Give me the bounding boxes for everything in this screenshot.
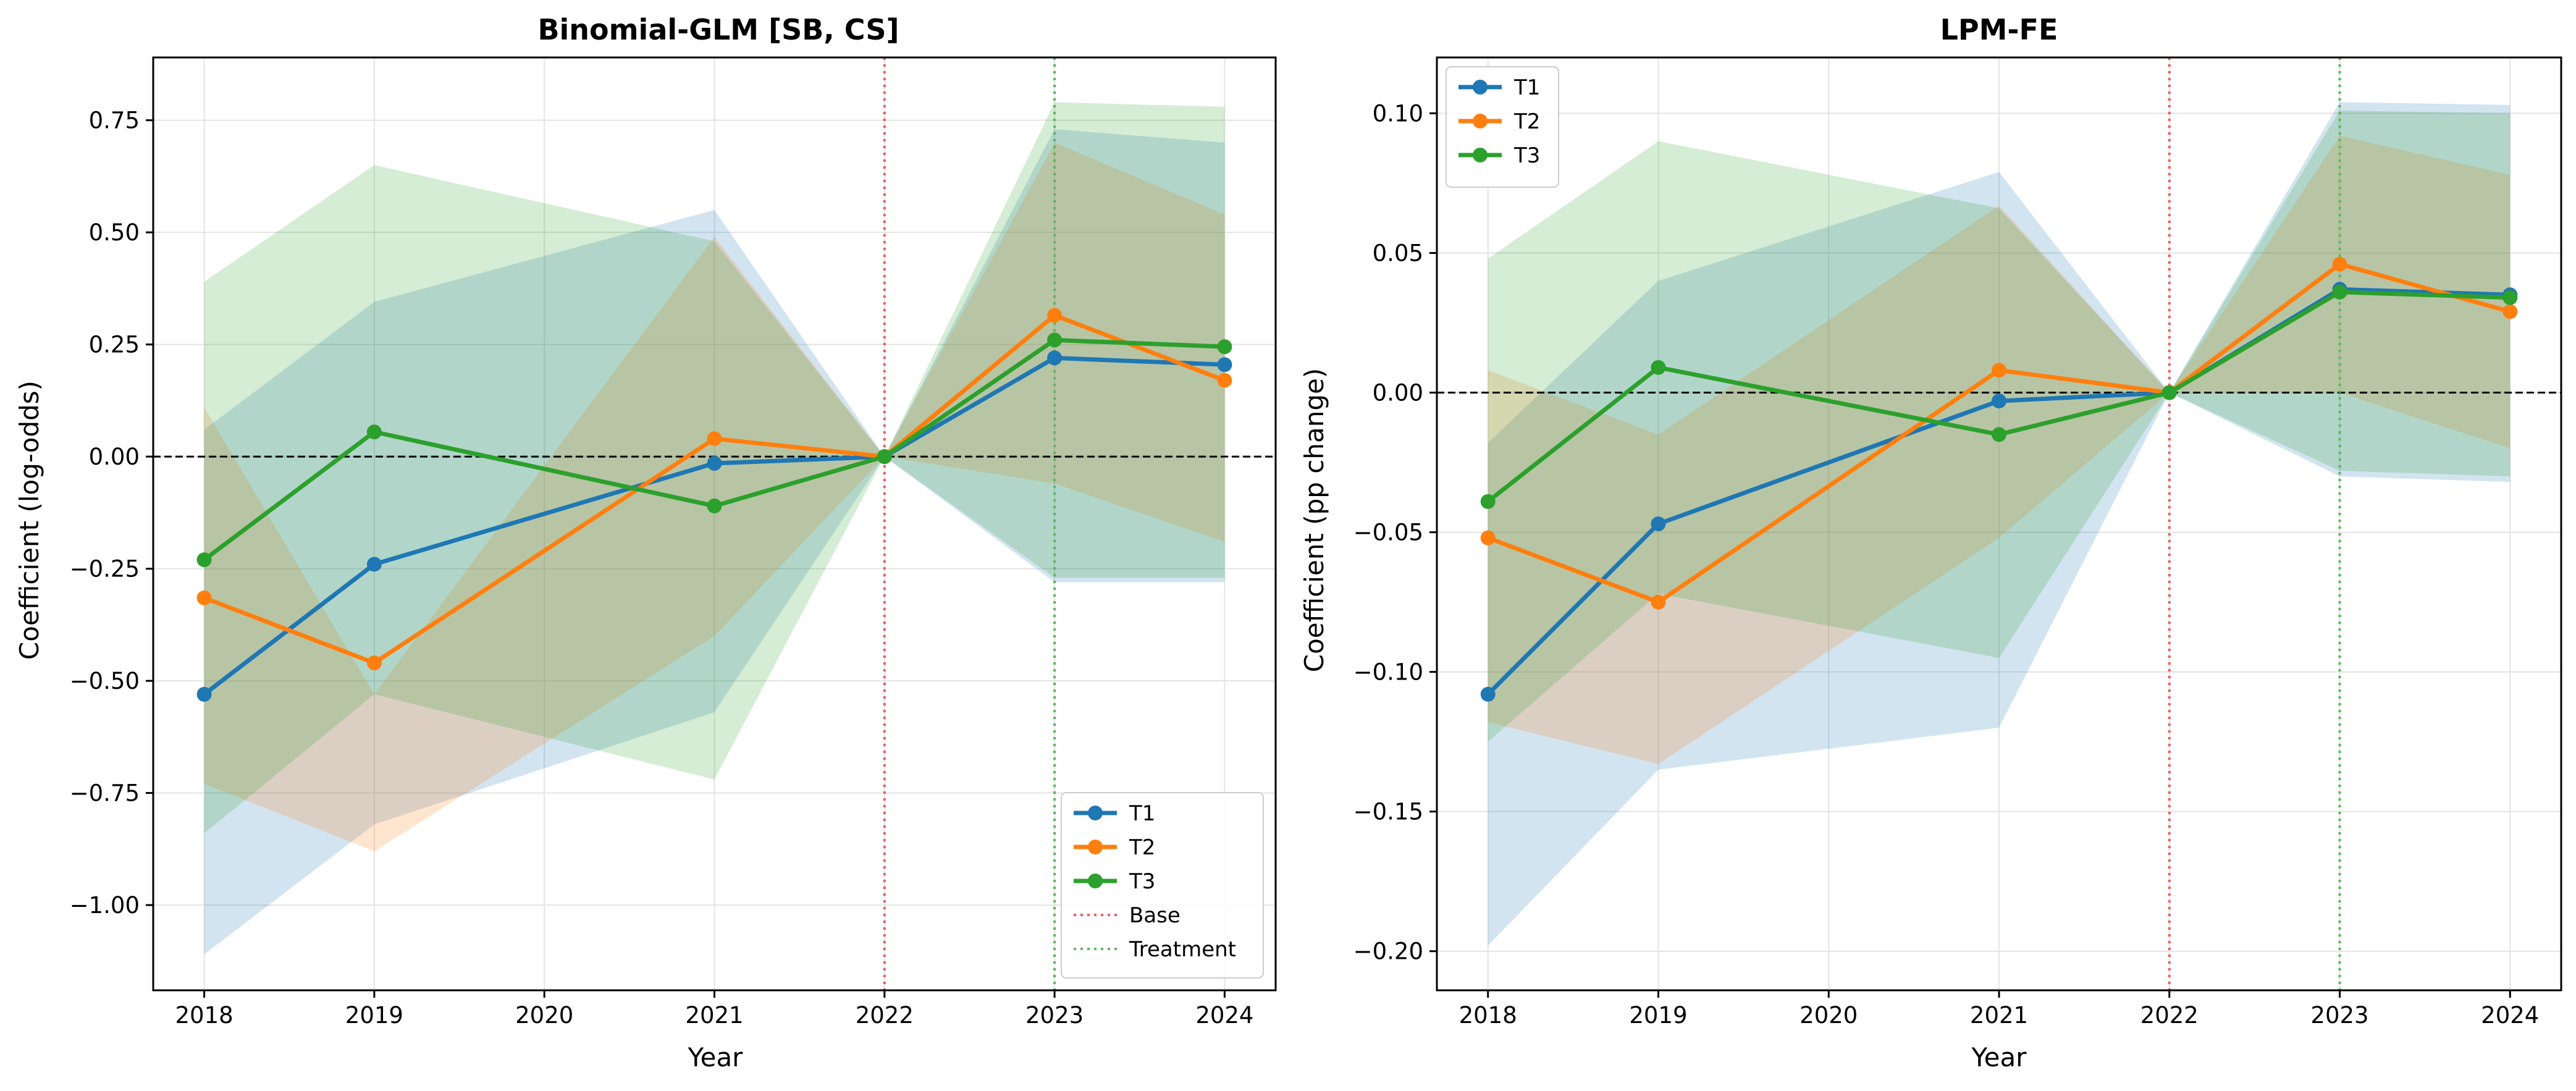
left-legend-label-t1: T1 [1129,801,1155,826]
left-point-t1 [196,686,212,702]
right-plot-area [1437,57,2561,990]
left-y-axis-label: Coefficient (log-odds) [14,381,44,660]
left-legend-label-t2: T2 [1129,835,1155,860]
right-ci-band-t2 [1488,135,2511,764]
right-ci-band-t1 [1488,102,2511,946]
left-y-tick-label: 0.25 [89,332,140,358]
left-point-t2 [196,590,212,605]
left-point-t3 [196,552,212,568]
right-point-t3 [2161,385,2177,400]
left-point-t3 [1217,339,1232,355]
left-chart-panel: Binomial-GLM [SB, CS] Year Coefficient (… [14,13,1277,1072]
right-x-tick-label: 2020 [1799,1002,1858,1029]
right-series-line-t2 [1487,262,2511,605]
left-y-tick-label: −1.00 [70,892,140,919]
left-x-tick-label: 2023 [1025,1002,1084,1029]
right-y-tick-label: −0.10 [1353,659,1423,686]
right-point-t2 [1480,530,1496,546]
left-plot-area [153,57,1276,990]
left-x-tick-label: 2021 [685,1002,743,1029]
left-x-tick-label: 2024 [1195,1002,1253,1029]
left-series-line-t1 [203,355,1225,696]
right-x-axis-label: Year [1971,1042,2027,1072]
right-legend-label-t2: T2 [1513,109,1540,134]
left-ci-band-t1 [204,129,1225,954]
left-chart-title: Binomial-GLM [SB, CS] [537,13,899,46]
left-y-tick-label: −0.75 [70,780,140,807]
right-legend-label-t3: T3 [1513,143,1540,168]
left-point-t3 [366,424,382,440]
right-point-t2 [2332,256,2347,272]
left-legend-label-treatment: Treatment [1129,937,1236,962]
right-x-tick-label: 2024 [2481,1002,2539,1029]
left-x-axis-label: Year [688,1042,744,1072]
right-x-tick-label: 2018 [1459,1002,1517,1029]
left-point-t2 [1047,308,1063,323]
right-ci-band-t3 [1488,110,2511,742]
right-chart-panel: LPM-FE Year Coefficient (pp change) 2018… [1299,13,2562,1072]
right-point-t2 [1651,594,1666,610]
right-y-axis-label: Coefficient (pp change) [1299,368,1329,673]
right-point-t1 [1992,394,2006,409]
left-y-tick-label: −0.25 [70,556,140,583]
left-legend-box [1061,792,1264,979]
right-legend-marker-t2 [1473,114,1488,128]
left-legend-label-t3: T3 [1129,869,1155,894]
right-point-t3 [1992,427,2006,442]
left-series-line-t2 [203,313,1226,665]
left-y-tick-label: 0.50 [89,219,140,246]
left-x-tick-label: 2022 [856,1002,914,1029]
right-x-tick-label: 2019 [1629,1002,1687,1029]
right-x-tick-label: 2023 [2310,1002,2368,1029]
right-y-tick-label: −0.05 [1353,520,1423,546]
right-point-t1 [1480,686,1496,702]
right-point-t2 [1992,363,2006,378]
left-legend-label-base: Base [1129,903,1181,928]
right-series-line-t3 [1486,290,2511,503]
right-y-tick-label: 0.00 [1373,380,1423,406]
left-series-line-t3 [203,337,1225,562]
left-legend-marker-t1 [1088,806,1103,820]
left-legend-marker-t2 [1088,840,1103,854]
left-y-tick-label: 0.75 [89,107,140,134]
left-point-t1 [707,455,722,471]
left-point-t2 [1217,373,1232,388]
right-y-tick-label: 0.10 [1373,100,1423,127]
right-y-tick-label: −0.15 [1353,799,1423,825]
right-point-t3 [2332,284,2347,300]
left-point-t1 [1217,357,1232,373]
right-point-t3 [1480,494,1496,509]
left-legend-marker-t3 [1088,874,1103,888]
right-point-t3 [2502,290,2518,305]
right-series-line-t1 [1486,287,2511,696]
right-chart-title: LPM-FE [1940,13,2058,46]
left-point-t3 [707,498,722,513]
left-point-t3 [1047,332,1063,348]
right-x-tick-label: 2022 [2140,1002,2199,1029]
left-point-t3 [877,449,892,465]
left-point-t2 [707,431,722,447]
left-y-tick-label: 0.00 [89,444,140,470]
left-ci-band-t2 [204,142,1225,851]
left-point-t2 [366,655,382,671]
right-point-t1 [1651,516,1666,531]
left-point-t1 [1047,350,1063,366]
right-legend-box [1446,66,1559,188]
right-legend-marker-t1 [1473,80,1488,95]
left-x-tick-label: 2018 [175,1002,234,1029]
right-x-tick-label: 2021 [1970,1002,2028,1029]
right-legend-marker-t3 [1473,148,1488,162]
right-point-t3 [1651,360,1666,375]
right-y-tick-label: −0.20 [1353,938,1423,965]
left-point-t1 [366,557,382,572]
left-x-tick-label: 2020 [515,1002,573,1029]
right-legend: T1 T2 T3 [1446,66,1559,188]
left-y-tick-label: −0.50 [70,668,140,694]
right-y-tick-label: 0.05 [1373,240,1423,266]
left-legend: T1 T2 T3 Base Treatment [1061,792,1264,979]
left-x-tick-label: 2019 [345,1002,403,1029]
right-point-t2 [2502,304,2518,319]
right-legend-label-t1: T1 [1513,75,1540,100]
